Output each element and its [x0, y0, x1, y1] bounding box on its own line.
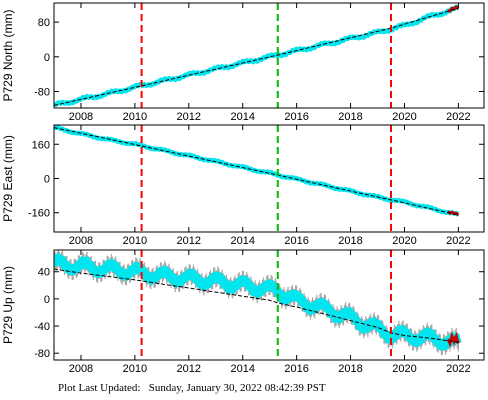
p729-east-mm-panel: 2008 2010 2012 2014 2016 2018 2020 2022 -160 0 160… [1, 124, 485, 247]
p729-east-mm-ytick-label-0: 0 [44, 174, 50, 186]
p729-up-mm-ylabel: P729 Up (mm) [1, 266, 15, 344]
p729-east-mm-ytick-label-160: 160 [32, 139, 50, 151]
p729-east-mm-xtick-label-2008: 2008 [69, 235, 93, 247]
p729-north-mm-recent-observations [447, 4, 459, 13]
p729-up-mm-xtick-label-2016: 2016 [284, 363, 308, 375]
p729-north-mm-frame [53, 2, 485, 109]
p729-east-mm-plot-area [54, 125, 460, 232]
p729-east-mm-ytick-label-160: -160 [28, 208, 50, 220]
p729-north-mm-panel: 2008 2010 2012 2014 2016 2018 2020 2022 -80 0 80 P7… [1, 2, 485, 123]
p729-east-mm-xtick-label-2012: 2012 [177, 235, 201, 247]
footer-label: Plot Last Updated: [58, 382, 141, 394]
p729-north-mm-xtick-label-2008: 2008 [69, 111, 93, 123]
p729-north-mm-ytick-label-0: 0 [44, 52, 50, 64]
p729-up-mm-xtick-label-2014: 2014 [230, 363, 254, 375]
p729-up-mm-xtick-label-2018: 2018 [338, 363, 362, 375]
p729-up-mm-ytick-label-40: 40 [38, 267, 50, 279]
p729-north-mm-xtick-label-2020: 2020 [392, 111, 416, 123]
p729-up-mm-recent-observations [446, 331, 460, 348]
plot-updated-footer: Plot Last Updated: Sunday, January 30, 2… [58, 382, 326, 394]
p729-north-mm-xtick-label-2014: 2014 [230, 111, 254, 123]
p729-up-mm-ytick-label-0: 0 [44, 294, 50, 306]
p729-east-mm-xtick-label-2010: 2010 [123, 235, 147, 247]
footer-timestamp: Sunday, January 30, 2022 08:42:39 PST [148, 382, 326, 394]
p729-up-mm-ytick-label-40: -40 [34, 321, 50, 333]
p729-north-mm-xtick-label-2016: 2016 [284, 111, 308, 123]
p729-up-mm-frame [53, 249, 485, 361]
p729-up-mm-xtick-label-2022: 2022 [446, 363, 470, 375]
p729-north-mm-xtick-label-2010: 2010 [123, 111, 147, 123]
p729-east-mm-ylabel: P729 East (mm) [1, 135, 15, 222]
p729-east-mm-model-line [54, 127, 459, 216]
p729-east-mm-xtick-label-2022: 2022 [446, 235, 470, 247]
p729-north-mm-observations [54, 4, 460, 107]
p729-north-mm-xtick-label-2018: 2018 [338, 111, 362, 123]
p729-up-mm-xtick-label-2008: 2008 [69, 363, 93, 375]
p729-up-mm-observations [54, 253, 462, 351]
p729-up-mm-plot-area [54, 250, 462, 360]
p729-north-mm-xtick-label-2012: 2012 [177, 111, 201, 123]
p729-east-mm-xtick-label-2018: 2018 [338, 235, 362, 247]
p729-east-mm-xtick-label-2016: 2016 [284, 235, 308, 247]
p729-north-mm-ytick-label-80: -80 [34, 87, 50, 99]
p729-north-mm-ylabel: P729 North (mm) [1, 9, 15, 101]
p729-up-mm-ytick-label-80: -80 [34, 348, 50, 360]
p729-up-mm-xtick-label-2010: 2010 [123, 363, 147, 375]
p729-east-mm-xtick-label-2014: 2014 [230, 235, 254, 247]
p729-north-mm-ytick-label-80: 80 [38, 17, 50, 29]
p729-east-mm-xtick-label-2020: 2020 [392, 235, 416, 247]
p729-up-mm-xtick-label-2020: 2020 [392, 363, 416, 375]
p729-north-mm-plot-area [54, 3, 460, 108]
p729-up-mm-panel: 2008 2010 2012 2014 2016 2018 2020 2022 -80 -40 0 4… [1, 249, 485, 375]
p729-up-mm-xtick-label-2012: 2012 [177, 363, 201, 375]
p729-north-mm-xtick-label-2022: 2022 [446, 111, 470, 123]
